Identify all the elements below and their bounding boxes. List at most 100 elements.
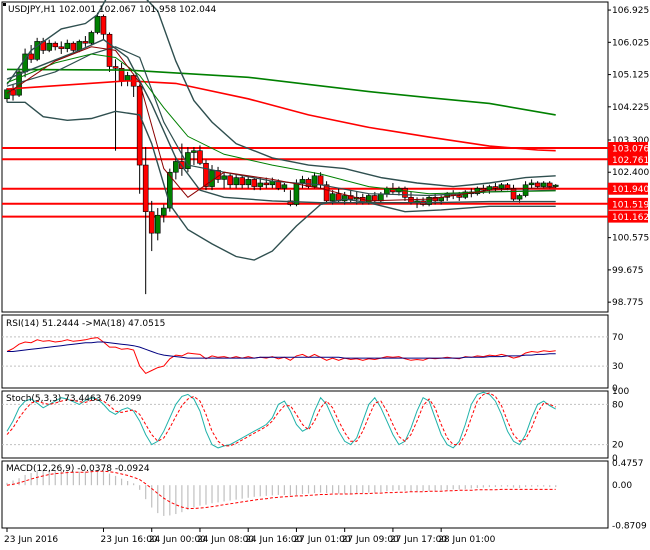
candle-body (70, 42, 77, 51)
panel-frame-macd (1, 460, 609, 529)
price-level-label: 102.761 (612, 156, 649, 166)
price-indicator-line (6, 46, 556, 197)
candle-body (372, 195, 378, 202)
candle-body (498, 184, 505, 189)
candle-body (221, 175, 227, 180)
x-tick-label: 24 Jun 16:00 (245, 535, 302, 545)
candle-body (341, 195, 348, 202)
x-tick-label: 27 Jun 01:00 (293, 535, 350, 545)
stoch-series-line (6, 392, 556, 447)
x-tick-label: 28 Jun 01:00 (438, 535, 495, 545)
candle-body (160, 207, 167, 216)
x-tick-label: 24 Jun 00:00 (149, 535, 206, 545)
candle-body (323, 184, 330, 202)
candle-body (311, 175, 318, 187)
price-indicator-line (6, 79, 556, 152)
candle-body (329, 193, 336, 202)
candle-body (245, 179, 251, 186)
candle-body (474, 188, 481, 195)
price-level-badge (608, 142, 648, 155)
candle-body (4, 89, 10, 100)
x-tick-label: 23 Jun 2016 (4, 535, 58, 545)
candle-body (100, 16, 107, 35)
x-tick-label: 24 Jun 08:00 (197, 535, 254, 545)
price-indicator-line (7, 101, 556, 261)
candle-body (510, 188, 517, 200)
macd-tick-label: -0.8709 (612, 522, 647, 532)
price-level-label: 101.162 (612, 213, 649, 223)
candle-body (378, 193, 384, 202)
candle-body (227, 175, 233, 186)
candle-body (504, 184, 511, 189)
price-tick-label: 106.025 (612, 38, 649, 48)
price-level-badge (608, 197, 648, 210)
macd-header: MACD(12,26,9) -0.0378 -0.0924 (6, 464, 150, 474)
header-marker-icon (3, 3, 6, 6)
stoch-series-line (6, 391, 556, 449)
candle-body (209, 170, 215, 187)
price-indicator-line (6, 0, 556, 188)
panel-frame-rsi (1, 314, 609, 389)
candle-body (106, 33, 113, 67)
candle-body (480, 188, 487, 191)
price-level-label: 101.940 (612, 185, 649, 195)
stoch-tick-label: 80 (612, 400, 624, 410)
stoch-tick-label: 20 (612, 441, 624, 451)
candle-body (197, 150, 203, 164)
price-level-badge (608, 210, 648, 223)
candle-body (203, 162, 209, 187)
price-level-badge (608, 182, 648, 195)
candle-body (402, 188, 408, 198)
price-indicator-line (6, 38, 556, 204)
stoch-tick-label: 0 (612, 454, 618, 464)
candle-body (365, 195, 372, 203)
candle-body (528, 182, 535, 186)
x-tick-label: 27 Jun 09:00 (342, 535, 399, 545)
candle-body (94, 16, 101, 33)
candle-body (185, 152, 191, 169)
candle-body (239, 177, 245, 186)
stoch-tick-label: 100 (612, 387, 629, 397)
candle-body (486, 186, 493, 191)
candle-body (299, 179, 306, 184)
candle-body (173, 161, 179, 173)
candle-body (142, 164, 149, 212)
candle-body (552, 184, 559, 187)
price-indicator-line (6, 53, 556, 195)
candle-body (52, 42, 59, 48)
rsi-series-line (7, 341, 556, 359)
price-level-label: 103.076 (612, 145, 649, 155)
candle-body (112, 66, 119, 69)
price-indicator-line (6, 46, 556, 202)
candle-body (28, 53, 34, 60)
candle-body (58, 46, 65, 49)
candle-body (82, 41, 89, 44)
macd-tick-label: 0.00 (612, 481, 632, 491)
candle-body (148, 211, 155, 234)
price-level-badge (608, 153, 648, 166)
candle-body (522, 184, 529, 196)
candle-body (191, 150, 197, 153)
candle-body (46, 42, 53, 51)
candle-body (534, 182, 541, 187)
price-tick-label: 98.775 (612, 298, 644, 308)
candle-body (540, 182, 547, 187)
price-tick-label: 104.225 (612, 103, 649, 113)
price-header: USDJPY,H1 102.001 102.067 101.958 102.04… (8, 5, 217, 15)
candle-body (136, 85, 143, 166)
rsi-tick-label: 0 (612, 384, 618, 394)
candle-body (432, 197, 438, 202)
x-tick-label: 23 Jun 16:00 (100, 535, 157, 545)
price-tick-label: 103.300 (612, 136, 649, 146)
price-level-label: 101.519 (612, 200, 649, 210)
macd-tick-label: 0.4757 (612, 459, 644, 469)
candle-body (34, 41, 40, 60)
candle-body (88, 32, 95, 44)
candle-body (263, 182, 270, 186)
candle-body (546, 182, 553, 187)
candle-body (257, 182, 264, 187)
candle-body (317, 175, 324, 186)
candle-body (281, 184, 288, 189)
